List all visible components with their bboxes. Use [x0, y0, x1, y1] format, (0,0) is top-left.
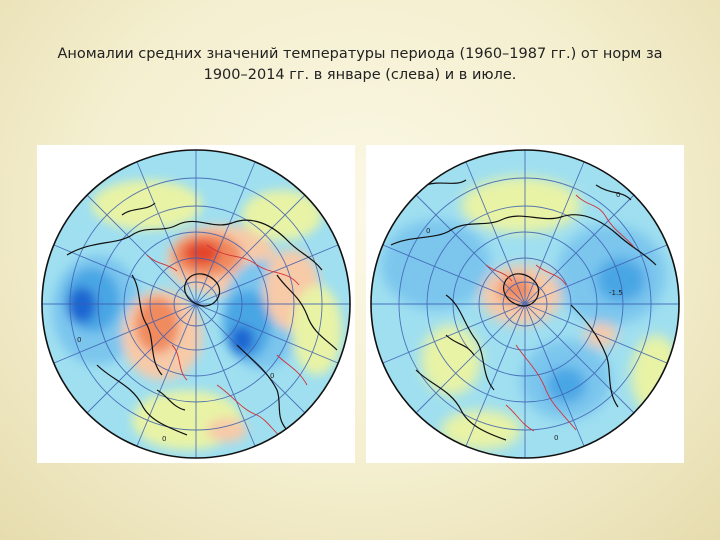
map-outline — [41, 149, 351, 459]
title-line-2: 1900–2014 гг. в январе (слева) и в июле. — [203, 67, 517, 83]
graticule — [371, 150, 679, 458]
coastlines — [66, 202, 338, 436]
january-anomaly-map: 0 0 0 — [37, 145, 355, 463]
contour-label: 0 — [270, 372, 274, 380]
contour-label: 0 — [426, 227, 430, 235]
slide-title: Аномалии средних значений температуры пе… — [40, 44, 680, 86]
coastlines — [390, 179, 657, 441]
contour-label: 0 — [162, 435, 166, 443]
borders — [485, 194, 635, 432]
contour-label: 0 — [554, 434, 558, 442]
january-map-svg: 0 0 0 — [41, 149, 351, 459]
contour-label: -1.5 — [609, 289, 623, 297]
borders — [146, 244, 308, 442]
july-anomaly-map: 0 0 0 -1.5 — [366, 145, 684, 463]
map-outline — [370, 149, 680, 459]
contour-label: 0 — [616, 191, 620, 199]
july-map-svg: 0 0 0 -1.5 — [370, 149, 680, 459]
title-line-1: Аномалии средних значений температуры пе… — [57, 46, 663, 62]
contour-label: 0 — [77, 336, 81, 344]
